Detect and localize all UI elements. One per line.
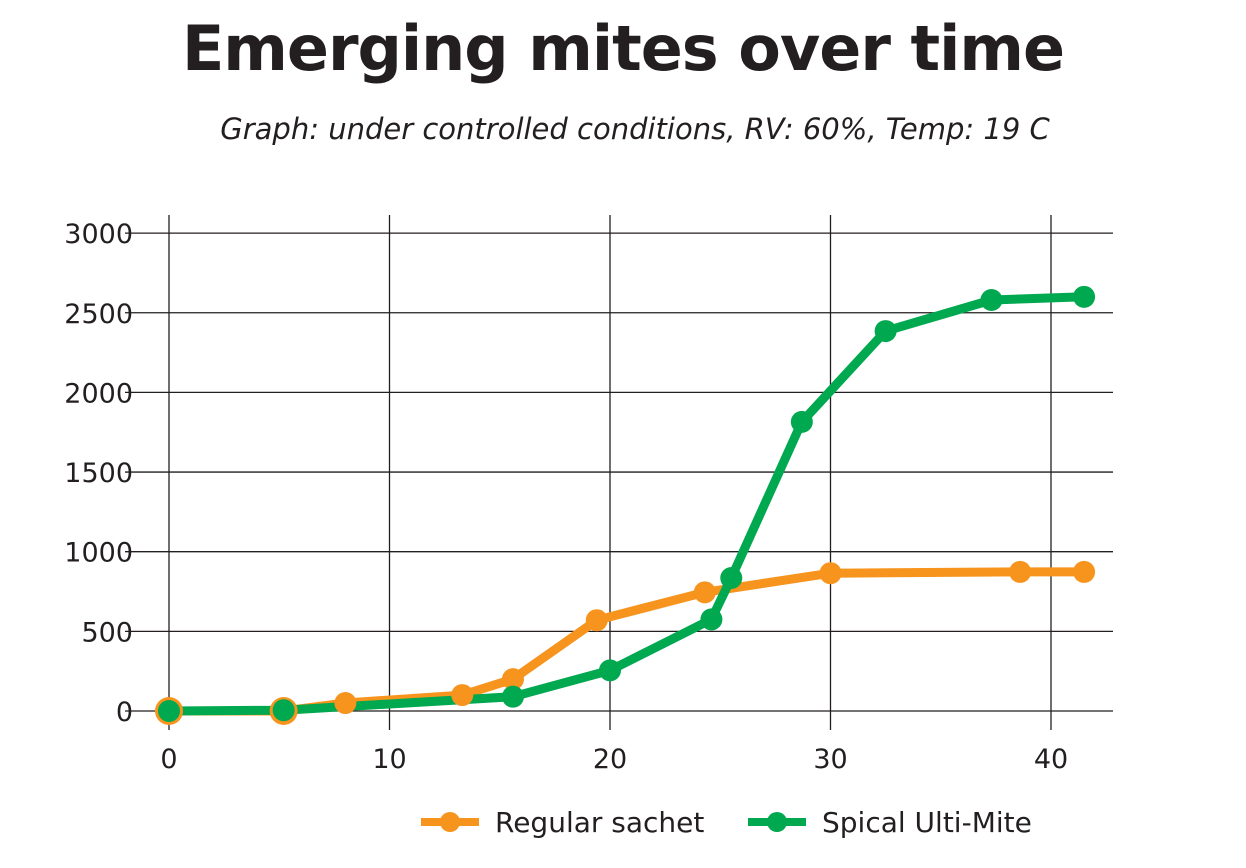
grid [125, 215, 1113, 730]
y-tick-label: 3000 [64, 219, 133, 250]
y-tick-label: 1500 [64, 458, 133, 489]
chart-subtitle: Graph: under controlled conditions, RV: … [220, 112, 1050, 146]
y-tick-label: 2500 [64, 299, 133, 330]
legend-label: Spical Ulti-Mite [822, 805, 1032, 839]
data-point-regular-sachet [693, 581, 716, 604]
data-point-regular-sachet [1009, 560, 1032, 583]
data-point-spical-ulti-mite [980, 289, 1003, 312]
data-point-spical-ulti-mite [1073, 285, 1096, 308]
y-axis-ticks: 0 500 1000 1500 2000 2500 3000 [64, 219, 133, 728]
series-lines [168, 292, 1085, 716]
x-tick-label: 0 [160, 744, 177, 775]
data-point-spical-ulti-mite [158, 700, 180, 722]
data-point-spical-ulti-mite [599, 659, 621, 682]
data-point-spical-ulti-mite [720, 566, 743, 589]
y-tick-label: 0 [116, 697, 133, 728]
data-point-spical-ulti-mite [501, 685, 524, 708]
data-point-regular-sachet [501, 668, 524, 691]
data-point-regular-sachet [819, 562, 842, 585]
legend: Regular sachet Spical Ulti-Mite [0, 800, 1246, 844]
series-line-regular-sachet [169, 567, 1085, 716]
x-axis-ticks: 0 10 20 30 40 [160, 744, 1068, 775]
x-tick-label: 10 [372, 744, 406, 775]
x-tick-label: 20 [593, 744, 627, 775]
x-tick-label: 40 [1034, 744, 1068, 775]
legend-label: Regular sachet [495, 805, 705, 839]
x-tick-label: 30 [813, 744, 847, 775]
data-point-spical-ulti-mite [700, 608, 723, 631]
data-point-regular-sachet [1073, 560, 1096, 583]
y-tick-label: 1000 [64, 538, 133, 569]
data-point-spical-ulti-mite [874, 320, 897, 343]
y-tick-label: 500 [81, 617, 133, 648]
data-point-spical-ulti-mite [790, 410, 813, 433]
data-point-spical-ulti-mite [272, 699, 295, 722]
legend-item-regular-sachet: Regular sachet [421, 800, 704, 844]
series-points [155, 285, 1096, 725]
data-point-regular-sachet [334, 692, 357, 715]
y-tick-label: 2000 [64, 378, 133, 409]
legend-swatch-spical-ulti-mite [748, 802, 806, 842]
data-point-regular-sachet [451, 684, 474, 707]
data-point-regular-sachet [585, 609, 608, 632]
legend-item-spical-ulti-mite: Spical Ulti-Mite [748, 800, 1032, 844]
series-line-spical-ulti-mite [168, 292, 1085, 716]
legend-swatch-regular-sachet [421, 802, 479, 842]
chart-title: Emerging mites over time [181, 12, 1065, 85]
